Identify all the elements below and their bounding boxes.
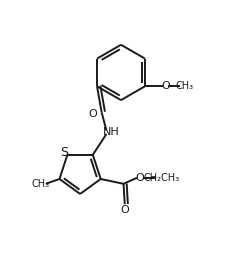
Text: S: S: [60, 146, 68, 159]
Text: CH₃: CH₃: [32, 179, 50, 189]
Text: O: O: [120, 205, 129, 215]
Text: CH₃: CH₃: [176, 81, 194, 91]
Text: O: O: [89, 109, 98, 119]
Text: NH: NH: [102, 127, 119, 137]
Text: CH₂CH₃: CH₂CH₃: [144, 173, 180, 183]
Text: O: O: [136, 173, 144, 183]
Text: O: O: [161, 81, 170, 91]
